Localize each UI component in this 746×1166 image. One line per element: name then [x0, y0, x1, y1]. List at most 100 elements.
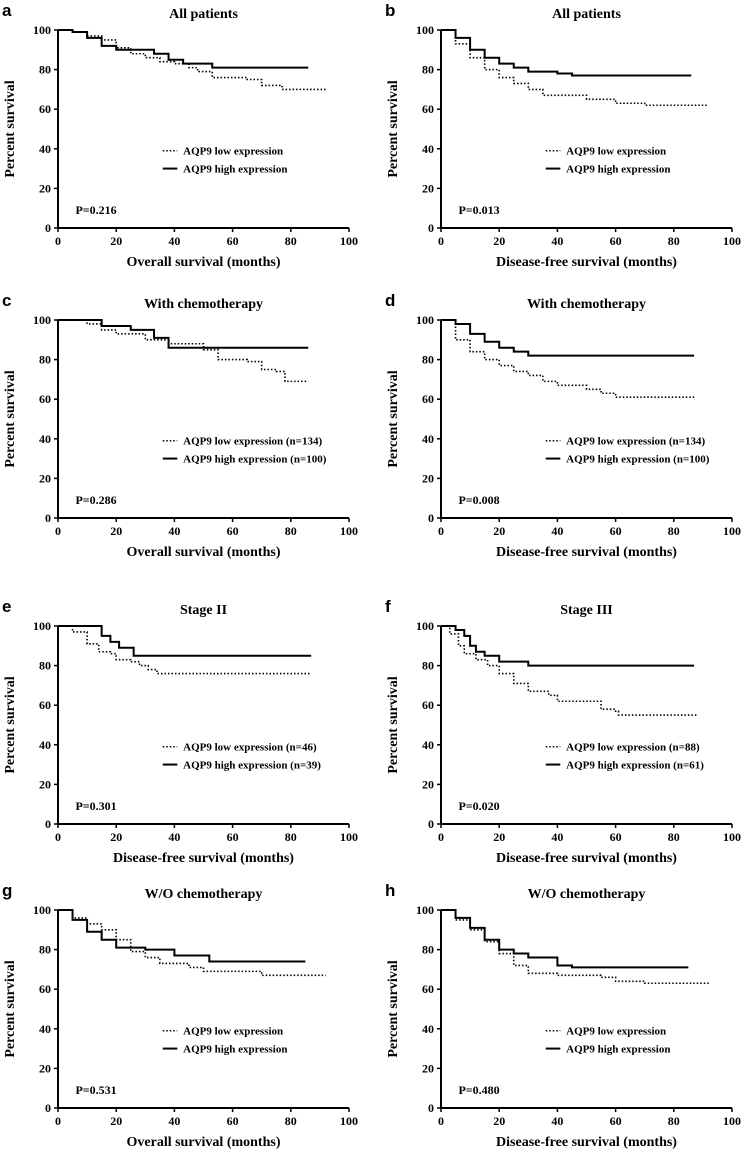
x-tick-label: 60 — [227, 524, 239, 538]
y-tick-label: 0 — [45, 511, 51, 525]
legend-entry: AQP9 high expression — [566, 164, 670, 176]
y-axis-label: Percent survival — [3, 676, 18, 773]
panel-title: With chemotherapy — [144, 297, 263, 312]
x-tick-label: 20 — [493, 234, 505, 248]
panel-letter: h — [385, 881, 395, 900]
y-tick-label: 40 — [422, 142, 434, 156]
y-tick-label: 80 — [422, 353, 434, 367]
y-axis-label: Percent survival — [386, 960, 401, 1057]
x-tick-label: 100 — [340, 1114, 358, 1128]
series-line-low — [441, 625, 698, 716]
panel-b: b All patients Percent survival Disease-fre… — [385, 1, 741, 270]
x-tick-label: 40 — [168, 830, 180, 844]
series-line-high — [58, 29, 309, 69]
panel-c: c With chemotherapy Percent survival Overal… — [2, 291, 358, 560]
panel-letter: g — [2, 881, 12, 900]
y-tick-label: 80 — [39, 353, 51, 367]
y-tick-label: 60 — [422, 698, 434, 712]
y-tick-label: 100 — [33, 23, 51, 37]
panel-title: Stage II — [180, 603, 227, 618]
x-tick-label: 20 — [493, 524, 505, 538]
p-value: P=0.480 — [458, 1083, 499, 1097]
legend-entry: AQP9 low expression — [183, 146, 283, 158]
y-axis-label: Percent survival — [386, 370, 401, 467]
legend-entry: AQP9 high expression (n=61) — [566, 760, 704, 772]
y-axis-label: Percent survival — [3, 960, 18, 1057]
x-tick-label: 80 — [668, 830, 680, 844]
y-tick-label: 40 — [39, 142, 51, 156]
x-tick-label: 80 — [668, 524, 680, 538]
x-tick-label: 0 — [55, 524, 61, 538]
series-line-high — [441, 319, 695, 357]
x-tick-label: 80 — [668, 234, 680, 248]
panel-e: e Stage II Percent survival Disease-free su… — [2, 597, 358, 866]
y-tick-label: 0 — [428, 511, 434, 525]
series-line-low — [58, 29, 326, 91]
y-tick-label: 40 — [39, 432, 51, 446]
y-tick-label: 20 — [39, 777, 51, 791]
x-tick-label: 0 — [438, 234, 444, 248]
y-tick-label: 80 — [422, 63, 434, 77]
y-tick-label: 0 — [428, 1101, 434, 1115]
legend-entry: AQP9 high expression (n=39) — [183, 760, 321, 772]
panel-letter: e — [2, 597, 11, 616]
panel-letter: f — [385, 597, 391, 616]
y-tick-label: 80 — [422, 659, 434, 673]
x-tick-label: 20 — [110, 1114, 122, 1128]
y-tick-label: 60 — [39, 102, 51, 116]
legend-entry: AQP9 low expression — [566, 146, 666, 158]
panel-f: f Stage III Percent survival Disease-free s… — [385, 597, 741, 866]
y-tick-label: 0 — [45, 817, 51, 831]
y-tick-label: 60 — [39, 698, 51, 712]
x-axis-label: Disease-free survival (months) — [496, 545, 677, 560]
panel-letter: c — [2, 291, 11, 310]
x-tick-label: 60 — [610, 524, 622, 538]
x-axis-label: Disease-free survival (months) — [496, 255, 677, 270]
x-tick-label: 100 — [723, 524, 741, 538]
x-tick-label: 0 — [438, 830, 444, 844]
x-tick-label: 80 — [285, 830, 297, 844]
y-tick-label: 100 — [33, 619, 51, 633]
y-tick-label: 0 — [428, 221, 434, 235]
series-line-high — [58, 319, 309, 349]
y-tick-label: 60 — [422, 982, 434, 996]
x-tick-label: 0 — [55, 1114, 61, 1128]
legend-entry: AQP9 low expression — [566, 1026, 666, 1038]
y-tick-label: 20 — [422, 1061, 434, 1075]
x-tick-label: 20 — [110, 234, 122, 248]
p-value: P=0.301 — [75, 799, 116, 813]
x-tick-label: 0 — [55, 234, 61, 248]
panel-title: W/O chemotherapy — [145, 887, 263, 902]
y-tick-label: 100 — [416, 903, 434, 917]
x-tick-label: 20 — [493, 1114, 505, 1128]
series-line-high — [441, 29, 692, 77]
x-tick-label: 20 — [110, 830, 122, 844]
y-tick-label: 0 — [428, 817, 434, 831]
series-line-high — [58, 909, 306, 963]
x-tick-label: 40 — [551, 830, 563, 844]
panel-title: Stage III — [560, 603, 613, 618]
y-tick-label: 20 — [422, 471, 434, 485]
y-tick-label: 80 — [39, 659, 51, 673]
y-axis-label: Percent survival — [386, 80, 401, 177]
x-tick-label: 100 — [723, 1114, 741, 1128]
y-tick-label: 80 — [422, 943, 434, 957]
y-tick-label: 100 — [416, 619, 434, 633]
x-tick-label: 20 — [110, 524, 122, 538]
x-axis-label: Overall survival (months) — [127, 255, 281, 270]
y-tick-label: 40 — [422, 1022, 434, 1036]
panel-title: With chemotherapy — [527, 297, 646, 312]
y-tick-label: 40 — [39, 1022, 51, 1036]
series-line-low — [441, 319, 695, 399]
p-value: P=0.020 — [458, 799, 499, 813]
panel-h: h W/O chemotherapy Percent survival Disease… — [385, 881, 741, 1150]
x-tick-label: 100 — [340, 830, 358, 844]
legend-entry: AQP9 high expression (n=100) — [183, 454, 327, 466]
x-tick-label: 100 — [723, 234, 741, 248]
legend-entry: AQP9 low expression — [183, 1026, 283, 1038]
x-tick-label: 40 — [551, 1114, 563, 1128]
y-tick-label: 40 — [422, 432, 434, 446]
y-tick-label: 40 — [39, 738, 51, 752]
y-axis-label: Percent survival — [386, 676, 401, 773]
